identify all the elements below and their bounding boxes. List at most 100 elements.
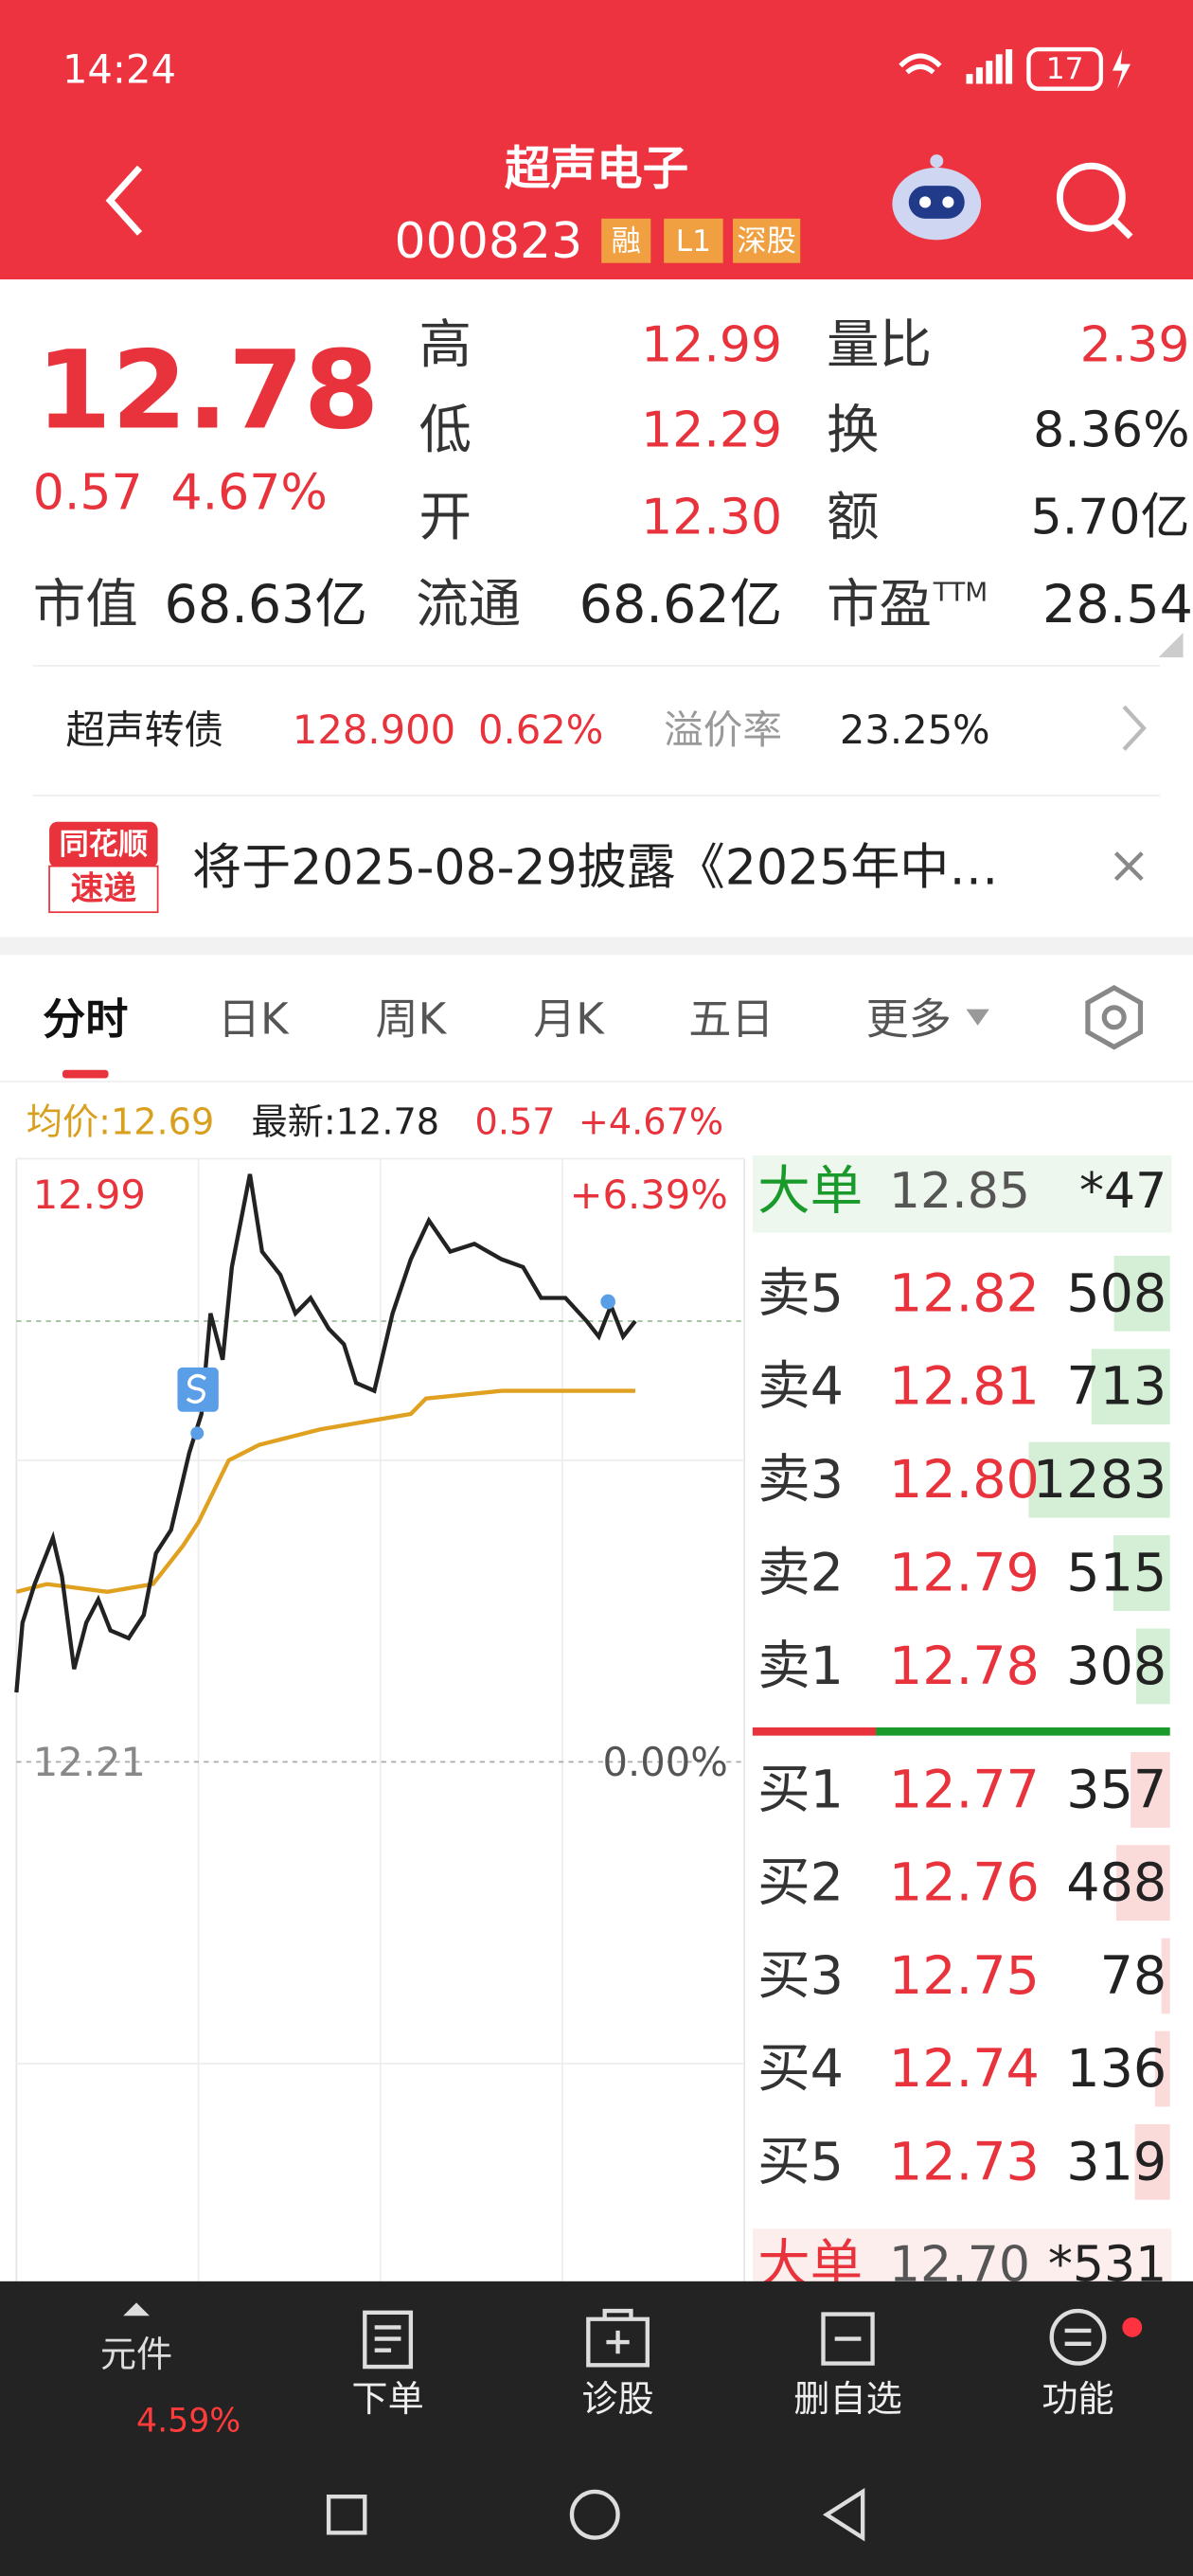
level-price: 12.79 xyxy=(889,1543,1040,1604)
stat-value: 12.99 xyxy=(641,316,782,373)
notice-text[interactable]: 将于2025-08-29披露《2025年中… xyxy=(192,839,998,896)
close-notice[interactable] xyxy=(1113,851,1144,882)
chart-tab[interactable]: 五日 xyxy=(688,993,774,1044)
section-gap xyxy=(0,937,1193,956)
y-tick-percent: +6.39% xyxy=(570,1172,728,1218)
level-price: 12.74 xyxy=(889,2038,1040,2100)
level-volume: 488 xyxy=(1066,1852,1166,1914)
expand-arrow xyxy=(123,2302,150,2317)
signal-dot xyxy=(190,1426,205,1440)
search-button[interactable] xyxy=(1056,162,1133,240)
back-nav-button[interactable] xyxy=(822,2488,865,2542)
y-tick-percent: 0.00% xyxy=(603,1739,728,1785)
big-order-bg xyxy=(752,2228,1172,2281)
stock-code: 000823 xyxy=(395,213,583,270)
stat-value: 28.54 xyxy=(1042,574,1193,635)
recent-button[interactable] xyxy=(326,2495,367,2535)
stat-value: 2.39 xyxy=(1080,316,1190,373)
price-change-percent: 4.67% xyxy=(170,465,327,522)
last-price: 12.78 xyxy=(36,329,379,455)
logo-top xyxy=(49,821,158,868)
header-bg xyxy=(0,0,1193,280)
level-label: 买4 xyxy=(757,2038,844,2100)
stock-tag: 深股 xyxy=(737,224,795,259)
chart-tab[interactable]: 更多 xyxy=(866,993,952,1044)
latest-percent: +4.67% xyxy=(579,1101,723,1143)
bond-percent: 0.62% xyxy=(478,707,603,753)
tag-bg xyxy=(601,218,651,263)
chart-tab[interactable]: 月K xyxy=(533,993,605,1044)
level-price: 12.82 xyxy=(889,1262,1040,1324)
stat-label: 量比 xyxy=(827,314,932,376)
level-volume: 308 xyxy=(1066,1636,1166,1697)
volume-bar xyxy=(1115,1845,1170,1922)
level-label: 买3 xyxy=(757,1945,844,2007)
back-button[interactable] xyxy=(105,165,143,236)
premium-value: 23.25% xyxy=(840,707,990,753)
nav-icon xyxy=(363,2310,414,2370)
premium-label: 溢价率 xyxy=(664,707,782,753)
stat-value: 68.62亿 xyxy=(579,574,782,635)
nav-label[interactable]: 删自选 xyxy=(793,2379,902,2421)
settings-button[interactable] xyxy=(1085,985,1144,1050)
level-volume: 1283 xyxy=(1033,1449,1166,1511)
nav-label[interactable]: 功能 xyxy=(1042,2379,1113,2421)
latest-change: 0.57 xyxy=(475,1101,556,1143)
logo-text: 同花顺 xyxy=(60,828,149,862)
level-price: 12.78 xyxy=(889,1636,1040,1697)
volume-bar xyxy=(1135,1628,1170,1705)
stat-value: 12.29 xyxy=(641,402,782,459)
nav-label[interactable]: 下单 xyxy=(351,2379,423,2421)
nav-sub: 4.59% xyxy=(136,2402,240,2440)
volume-bar xyxy=(1131,1752,1170,1828)
volume-bar xyxy=(1028,1441,1170,1518)
stat-label: 市值 xyxy=(33,574,138,635)
corner-mark xyxy=(1158,633,1184,658)
level-volume: 713 xyxy=(1066,1356,1166,1418)
bond-chevron[interactable] xyxy=(1122,705,1147,751)
nav-label[interactable]: 元件 xyxy=(100,2334,172,2376)
tab-underline xyxy=(62,1069,109,1079)
ratio-sell xyxy=(752,1726,877,1736)
nav-icon xyxy=(1049,2308,1107,2366)
average-line xyxy=(15,1388,635,1594)
assistant-robot[interactable] xyxy=(892,154,982,241)
level-label: 卖1 xyxy=(757,1636,844,1697)
level-volume: 357 xyxy=(1066,1759,1166,1820)
stat-label: 流通 xyxy=(416,574,521,635)
battery-level: 17 xyxy=(1046,52,1084,86)
stat-value: 68.63亿 xyxy=(165,574,367,635)
stat-label: 高 xyxy=(419,314,472,376)
level-volume: 136 xyxy=(1066,2038,1166,2100)
stat-label: 低 xyxy=(419,400,472,461)
level-label: 买5 xyxy=(757,2131,844,2192)
logo-text: 速递 xyxy=(71,870,137,908)
stat-label: 开 xyxy=(419,487,472,548)
stat-label: 市盈 xyxy=(827,574,932,635)
volume-bar xyxy=(1161,1938,1170,2014)
level-price: 12.75 xyxy=(889,1945,1040,2007)
stat-label: 额 xyxy=(827,487,880,548)
nav-icon xyxy=(821,2312,875,2366)
stock-tag: 融 xyxy=(612,224,641,259)
charging-icon xyxy=(1112,49,1131,89)
chart-tab[interactable]: 分时 xyxy=(43,993,128,1044)
home-button[interactable] xyxy=(569,2489,620,2540)
nav-label[interactable]: 诊股 xyxy=(581,2379,653,2421)
level-volume: 319 xyxy=(1066,2131,1166,2192)
logo-bottom xyxy=(48,865,159,914)
bottom-bar xyxy=(0,2281,1193,2576)
stat-label: 换 xyxy=(827,400,880,461)
chart-tab[interactable]: 周K xyxy=(376,993,448,1044)
level-label: 卖5 xyxy=(757,1262,844,1324)
level-price: 12.76 xyxy=(889,1852,1040,1914)
level-volume: 78 xyxy=(1100,1945,1167,2007)
stock-tag: L1 xyxy=(676,224,711,259)
bond-name[interactable]: 超声转债 xyxy=(65,707,223,753)
tag-bg xyxy=(664,218,723,263)
chart-tab[interactable]: 日K xyxy=(218,993,290,1044)
y-tick-label: 12.21 xyxy=(33,1739,146,1785)
price-change: 0.57 xyxy=(33,465,143,522)
